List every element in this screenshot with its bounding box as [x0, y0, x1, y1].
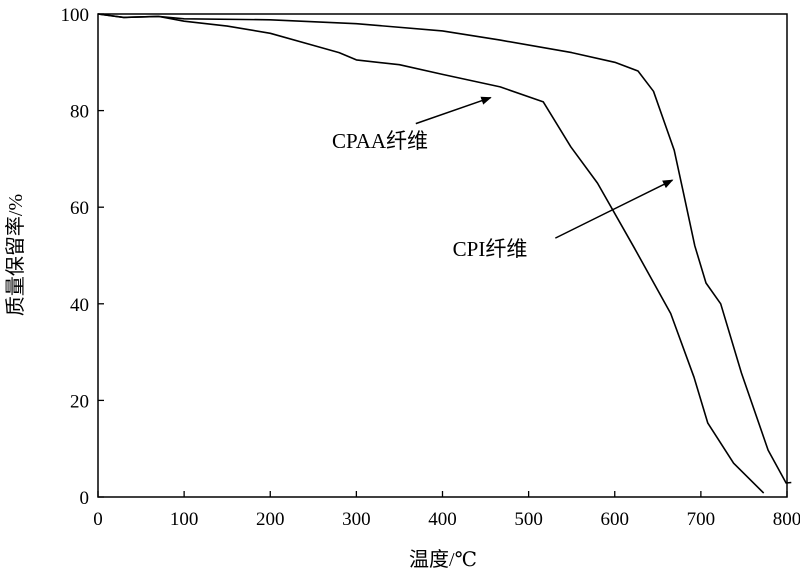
- y-tick-label: 40: [70, 295, 89, 316]
- annotations: CPAA纤维 CPI纤维: [332, 96, 674, 261]
- annotation-arrow: [415, 96, 492, 125]
- y-tick-label: 0: [80, 488, 90, 509]
- x-tick-label: 200: [256, 509, 285, 530]
- y-tick-label: 80: [70, 102, 89, 123]
- x-axis-label: 温度/℃: [409, 548, 477, 571]
- x-tick-label: 600: [601, 509, 630, 530]
- x-tick-label: 400: [428, 509, 457, 530]
- annotation-arrow: [554, 179, 674, 239]
- x-tick-label: 100: [170, 509, 199, 530]
- x-tick-label: 300: [342, 509, 371, 530]
- series-line-cpaa: [97, 13, 765, 494]
- y-tick-label: 20: [70, 391, 89, 412]
- series-group: [97, 13, 792, 494]
- x-tick-label: 0: [93, 509, 103, 530]
- axes: 0 100 200 300 400 500 600 700 800 0 20 40 60 80 100: [61, 5, 800, 530]
- series-line-cpi: [97, 13, 792, 484]
- y-tick-label: 100: [61, 5, 90, 26]
- y-axis-label: 质量保留率/%: [4, 194, 27, 316]
- x-tick-label: 500: [514, 509, 543, 530]
- plot-frame: [97, 13, 788, 498]
- x-tick-label: 800: [773, 509, 800, 530]
- x-tick-label: 700: [687, 509, 716, 530]
- annotation-label: CPI纤维: [453, 237, 528, 261]
- y-tick-label: 60: [70, 198, 89, 219]
- annotation-label: CPAA纤维: [332, 129, 428, 153]
